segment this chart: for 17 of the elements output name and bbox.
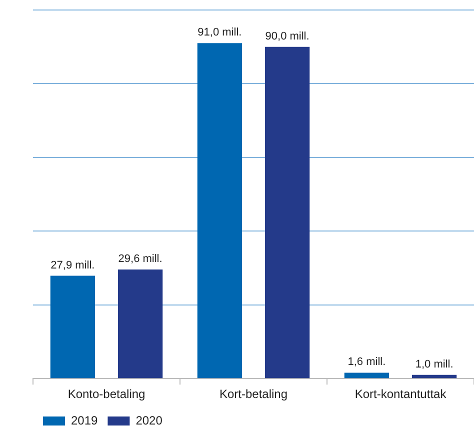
bar bbox=[344, 372, 390, 378]
bar bbox=[412, 374, 457, 378]
bar bbox=[197, 43, 242, 378]
bar bbox=[264, 46, 310, 378]
legend-label: 2020 bbox=[136, 413, 163, 428]
x-tick-label: Konto-betaling bbox=[68, 387, 146, 402]
data-label: 90,0 mill. bbox=[265, 30, 310, 42]
data-label: 1,0 mill. bbox=[415, 358, 454, 370]
data-label: 91,0 mill. bbox=[198, 26, 242, 39]
x-tick-label: Kort-kontantuttak bbox=[354, 387, 448, 402]
data-label: 29,6 mill. bbox=[118, 253, 162, 266]
data-label: 27,9 mill. bbox=[50, 259, 95, 272]
x-tick-label: Kort-betaling bbox=[219, 387, 288, 402]
bar bbox=[50, 276, 96, 378]
data-label: 1,6 mill. bbox=[348, 356, 386, 368]
bar bbox=[118, 269, 163, 378]
legend-label: 2019 bbox=[71, 413, 98, 428]
